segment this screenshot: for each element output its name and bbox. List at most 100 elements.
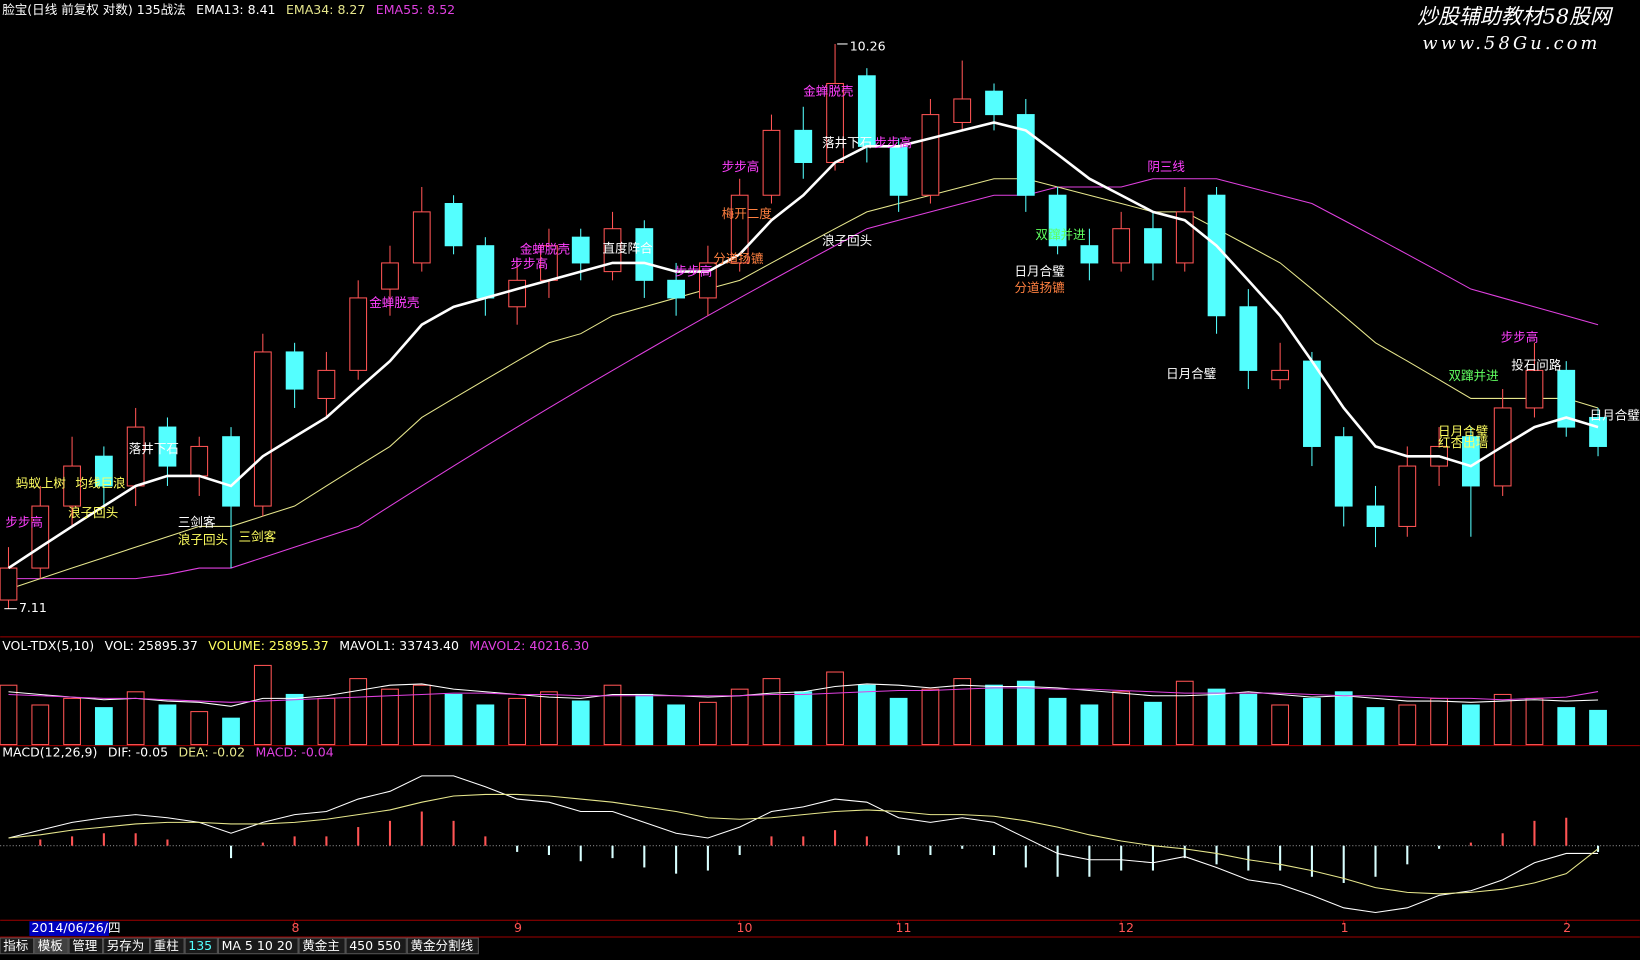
toolbar-label[interactable]: 模板: [38, 938, 64, 953]
legend-entry: VOLUME: 25895.37: [208, 638, 328, 653]
legend-entry: DEA: -0.02: [179, 744, 246, 759]
chart-title: 脸宝(日线 前复权 对数) 135战法: [2, 2, 185, 17]
pattern-annotation: 直度阵合: [602, 240, 653, 255]
candle-body: [603, 228, 622, 273]
pattern-annotation: 浪子回头: [822, 233, 872, 248]
volume-bar: [1525, 697, 1544, 746]
volume-bar: [1080, 704, 1099, 746]
pattern-annotation: 蚂蚁上树: [16, 476, 66, 491]
volume-bar: [508, 697, 527, 746]
legend-entry: MAVOL1: 33743.40: [339, 638, 459, 653]
candle-body: [508, 279, 527, 308]
pattern-annotation: 步步高: [874, 135, 912, 150]
toolbar-tab[interactable]: [345, 937, 407, 955]
watermark-title: 炒股辅助教材58股网: [1417, 4, 1614, 28]
high-label: 10.26: [850, 39, 886, 54]
low-label: 7.11: [19, 600, 47, 615]
candle-body: [1557, 369, 1576, 428]
pattern-annotation: 浪子回头: [68, 505, 118, 520]
ema-line: [8, 178, 1599, 580]
x-tick-label: 1: [1341, 920, 1349, 935]
pattern-annotation: 分道扬镳: [713, 251, 763, 266]
mavol-line: [8, 683, 1599, 707]
volume-bar: [921, 688, 940, 746]
volume-bar: [158, 704, 177, 746]
toolbar-label[interactable]: 指标: [3, 938, 28, 953]
toolbar-label[interactable]: 黄金分割线: [410, 938, 473, 953]
candle-body: [1271, 369, 1290, 381]
volume-bar: [667, 704, 685, 746]
candle-body: [1334, 436, 1353, 507]
volume-bar: [699, 701, 717, 746]
x-tick-label: 2: [1563, 920, 1571, 935]
volume-bar: [381, 688, 399, 746]
candle-body: [921, 114, 940, 196]
volume-bar: [1175, 680, 1194, 746]
pattern-annotation: 三剑客: [239, 529, 277, 544]
x-tick-label: 10: [737, 920, 753, 935]
volume-bar: [540, 691, 558, 746]
toolbar-tab[interactable]: [34, 937, 69, 955]
x-tick-label: 8: [291, 920, 299, 935]
volume-bar: [1334, 691, 1353, 746]
x-tick-label: 12: [1118, 920, 1134, 935]
legend-entry: MAVOL2: 40216.30: [469, 638, 589, 653]
volume-bar: [0, 684, 18, 746]
volume-bar: [1048, 697, 1067, 746]
pattern-annotation: 步步高: [675, 263, 713, 278]
toolbar-tab[interactable]: [0, 937, 35, 955]
legend-entry: EMA34: 8.27: [286, 2, 365, 17]
pattern-annotation: 双蹿并进: [1448, 368, 1499, 383]
volume-bar: [794, 691, 813, 746]
toolbar-tab[interactable]: [217, 937, 299, 955]
volume-bar: [349, 678, 368, 746]
toolbar-label[interactable]: 管理: [72, 938, 98, 953]
toolbar-label[interactable]: 重柱: [154, 938, 180, 953]
candle-body: [571, 236, 590, 264]
pattern-annotation: 步步高: [5, 514, 43, 529]
toolbar-tab[interactable]: [68, 937, 104, 955]
pattern-annotation: 步步高: [722, 159, 760, 174]
candle-body: [222, 436, 240, 507]
toolbar-tab[interactable]: [103, 937, 151, 955]
volume-bar: [1461, 704, 1480, 746]
ema-line: [7, 121, 1599, 570]
toolbar-label[interactable]: MA 5 10 20: [222, 938, 293, 953]
toolbar-tab[interactable]: [150, 937, 185, 955]
pattern-annotation: 日月合璧: [1015, 263, 1066, 278]
volume-bar: [476, 704, 495, 746]
volume-bar: [1589, 709, 1607, 746]
volume-bar: [1303, 697, 1321, 746]
volume-bar: [63, 697, 81, 746]
candle-body: [190, 445, 209, 477]
mavol-line: [8, 687, 1599, 703]
toolbar-label[interactable]: 另存为: [107, 938, 145, 953]
volume-bar: [889, 697, 908, 746]
pattern-annotation: 日月合璧: [1166, 366, 1217, 381]
indicator-title: MACD(12,26,9): [2, 744, 97, 759]
toolbar-label[interactable]: 135: [188, 938, 212, 953]
candle-body: [158, 426, 177, 467]
toolbar-label[interactable]: 450 550: [349, 938, 401, 953]
candle-body: [1366, 505, 1385, 527]
candle-body: [349, 297, 368, 371]
toolbar-label[interactable]: 黄金主: [302, 938, 340, 953]
volume-bar: [985, 684, 1003, 746]
pattern-annotation: 阴三线: [1147, 159, 1185, 174]
pattern-annotation: 投石问路: [1511, 358, 1562, 373]
candle-body: [1207, 194, 1226, 317]
volume-bar: [317, 697, 336, 746]
pattern-annotation: 金蝉脱壳: [803, 84, 854, 99]
volume-bar: [94, 707, 113, 746]
toolbar-tab[interactable]: [298, 937, 346, 955]
volume-bar: [444, 693, 463, 746]
volume-bar: [126, 691, 145, 746]
volume-bar: [730, 688, 749, 746]
candle-body: [94, 455, 113, 487]
candle-body: [1239, 306, 1258, 371]
toolbar-tab[interactable]: [406, 937, 479, 955]
candle-body: [1398, 465, 1417, 527]
toolbar-tab[interactable]: [184, 937, 218, 955]
